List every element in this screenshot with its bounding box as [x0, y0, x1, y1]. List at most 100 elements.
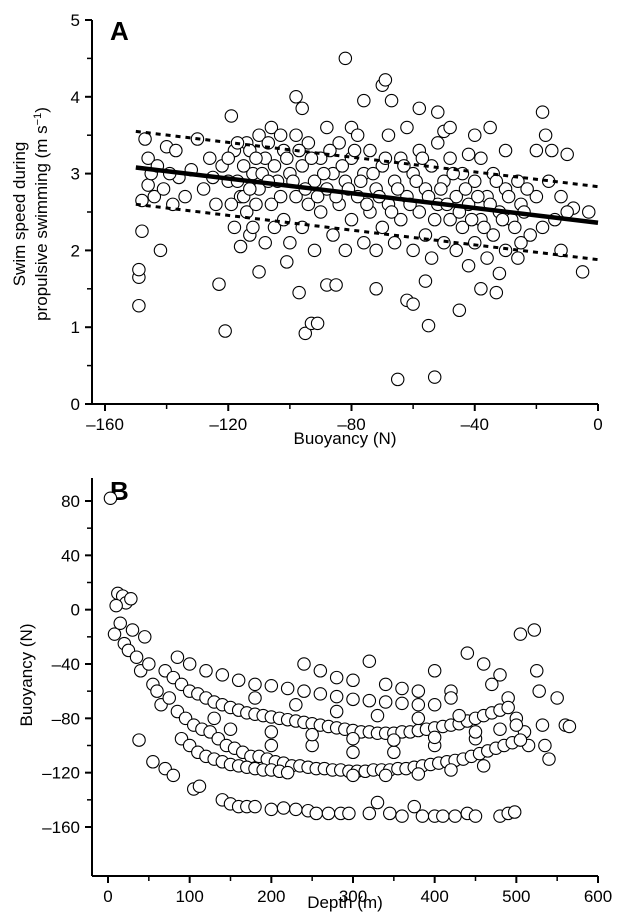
panel-a-data-point: [283, 235, 297, 250]
panel-a-data-point: [338, 51, 353, 66]
panel-b-data-point: [538, 738, 552, 753]
panel-a-data-point: [458, 182, 473, 196]
panel-b-data-point: [166, 768, 181, 783]
panel-a-data-point: [477, 220, 491, 235]
panel-a-points: [132, 51, 596, 387]
panel-b-data-point: [329, 670, 344, 685]
panel-b-data-point: [264, 802, 279, 817]
panel-b-data-point: [342, 806, 356, 821]
panel-b-data-point: [562, 719, 577, 734]
panel-a-data-point: [375, 220, 390, 235]
panel-a-data-point: [501, 189, 516, 204]
panel-b-y-tick-label: 0: [71, 601, 80, 620]
panel-a-data-point: [390, 182, 405, 196]
panel-a-data-point: [178, 189, 192, 204]
panel-a-data-point: [394, 212, 408, 227]
panel-b-data-point: [507, 805, 522, 819]
panel-b-data-point: [207, 711, 221, 726]
panel-b-data-point: [529, 664, 544, 678]
panel-a-data-point: [363, 143, 377, 158]
panel-b-data-point: [411, 767, 426, 781]
panel-b-data-point: [444, 763, 458, 777]
panel-a-data-point: [434, 182, 448, 196]
panel-a-regression-line: [135, 165, 599, 225]
panel-a-data-point: [412, 101, 427, 116]
panel-a-data-point: [498, 243, 513, 258]
panel-a-data-point: [360, 197, 374, 212]
panel-b-x-tick-label: 100: [175, 887, 203, 906]
panel-b-data-point: [468, 725, 483, 739]
panel-a-y-tick-label: 0: [71, 395, 80, 414]
panel-a-y-axis-label-superscript: −1: [32, 113, 44, 126]
panel-b-data-point: [113, 616, 128, 630]
panel-a-data-point: [141, 178, 155, 192]
panel-a-data-point: [298, 326, 313, 341]
panel-a-data-point: [424, 251, 439, 265]
panel-b-data-point: [362, 693, 377, 708]
panel-b-data-point: [362, 654, 377, 669]
panel-b-ticks: 0 100 200 300 400 500 600 –160 –120 –80 –40 0 40 80: [42, 492, 612, 906]
panel-b-y-tick-label: 40: [61, 546, 80, 565]
panel-a-data-point: [535, 220, 550, 235]
panel-b-data-point: [305, 727, 319, 742]
panel-b-x-axis-label: Depth (m): [307, 893, 383, 912]
panel-b-data-point: [329, 704, 344, 719]
panel-a-data-point: [320, 120, 334, 135]
panel-a-data-point: [264, 197, 279, 212]
panel-a-data-point: [437, 235, 451, 250]
panel-a-data-point: [523, 228, 537, 242]
panel-b-data-point: [370, 795, 385, 810]
panel-a-data-point: [141, 151, 155, 165]
panel-b-data-point: [329, 689, 344, 704]
panel-a-x-axis-label: Buoyancy (N): [294, 429, 397, 448]
panel-a-data-point: [431, 136, 445, 150]
panel-a-data-point: [153, 243, 168, 258]
panel-b-data-point: [264, 678, 279, 693]
panel-a-data-point: [443, 151, 457, 165]
panel-b-data-point: [370, 708, 385, 723]
panel-b-data-point: [452, 708, 466, 723]
panel-a-data-point: [313, 205, 328, 219]
panel-b-data-point: [427, 697, 442, 712]
panel-b-data-point: [493, 722, 507, 736]
panel-b-data-point: [387, 745, 401, 760]
panel-b-data-point: [309, 806, 323, 821]
panel-a-data-point: [246, 220, 260, 235]
panel-a-data-point: [249, 197, 263, 212]
panel-b-data-point: [411, 711, 426, 726]
panel-a-data-point: [267, 220, 282, 235]
panel-b-data-point: [532, 684, 546, 698]
panel-b-data-point: [468, 809, 483, 823]
panel-a-data-point: [520, 182, 534, 196]
panel-a-data-point: [418, 274, 433, 288]
panel-b-data-point: [535, 718, 550, 732]
panel-b-data-point: [192, 779, 207, 793]
panel-a-data-point: [560, 147, 574, 162]
panel-a-data-point: [449, 243, 464, 258]
panel-a-data-point: [384, 93, 399, 108]
panel-b-data-point: [427, 730, 442, 745]
panel-a-data-point: [273, 189, 288, 204]
panel-b-data-point: [264, 738, 279, 753]
panel-b-data-point: [415, 809, 430, 823]
panel-b-data-point: [129, 650, 144, 664]
panel-a-data-point: [289, 90, 303, 104]
panel-a-y-tick-label: 1: [71, 318, 80, 337]
panel-b-data-point: [550, 691, 564, 705]
panel-b-data-point: [150, 684, 164, 698]
panel-b-data-point: [346, 731, 360, 746]
panel-a-data-point: [329, 278, 343, 292]
panel-a-data-point: [390, 372, 405, 387]
panel-a-y-axis-label-line1: Swim speed during: [10, 142, 29, 287]
panel-a-data-point: [295, 159, 309, 173]
panel-b-data-point: [142, 657, 156, 671]
panel-a-data-point: [421, 318, 436, 333]
panel-b-data-point: [476, 759, 491, 773]
panel-a-data-point: [455, 220, 470, 235]
panel-b-data-point: [378, 768, 393, 783]
panel-b-data-point: [387, 733, 401, 747]
panel-a-data-point: [467, 235, 482, 250]
panel-b-data-point: [527, 623, 542, 637]
panel-b-data-point: [297, 657, 311, 671]
